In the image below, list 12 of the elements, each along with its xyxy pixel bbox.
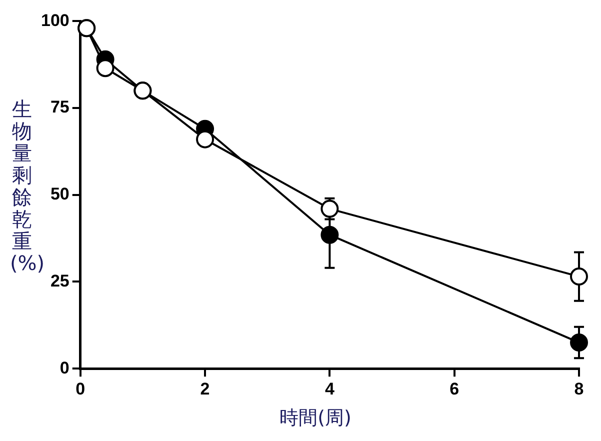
- y-tick-label: 75: [50, 98, 70, 117]
- y-tick-label: 0: [60, 358, 70, 378]
- x-tick-label: 4: [324, 379, 335, 398]
- x-tick-label: 6: [450, 379, 460, 398]
- y-tick-label: 25: [50, 271, 70, 290]
- x-tick-label: 2: [200, 379, 210, 398]
- x-axis-title: 時間(周): [278, 406, 352, 431]
- y-axis-title: 生物量剩餘乾重 (%): [10, 97, 45, 275]
- x-tick-label: 8: [574, 379, 584, 398]
- y-tick-label: 100: [40, 10, 70, 30]
- y-tick-label: 50: [50, 184, 70, 204]
- x-tick-label: 0: [76, 379, 86, 398]
